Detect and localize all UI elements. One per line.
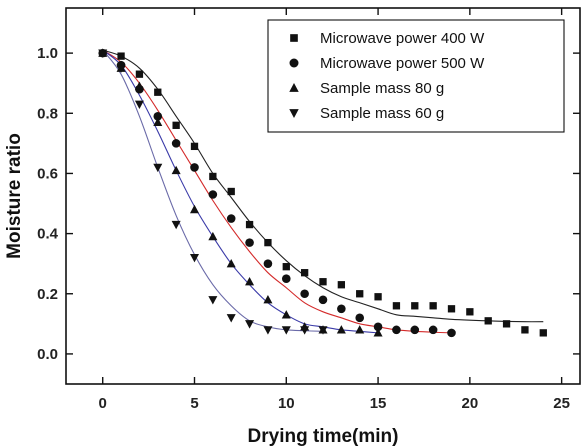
data-point-series-3 [208, 231, 218, 241]
legend-marker-series-3 [289, 83, 299, 92]
plot-frame [65, 7, 581, 385]
data-point-series-2 [226, 214, 236, 223]
data-point-series-2 [318, 295, 328, 305]
data-point-series-3 [245, 276, 255, 286]
data-point-series-1 [356, 290, 364, 298]
y-tick-label: 0.2 [37, 286, 58, 303]
data-point-series-2 [208, 190, 218, 199]
data-point-series-3 [134, 81, 144, 90]
data-point-series-1 [447, 305, 456, 313]
data-point-series-1 [484, 317, 492, 325]
legend-box [267, 19, 565, 133]
data-point-series-1 [429, 302, 437, 310]
data-point-series-3 [355, 325, 365, 334]
data-point-series-2 [171, 139, 181, 148]
data-point-series-2 [263, 259, 273, 268]
data-point-series-1 [374, 293, 382, 301]
data-point-series-1 [135, 70, 144, 78]
data-point-series-4 [98, 49, 108, 58]
data-point-series-1 [539, 329, 547, 337]
data-point-series-4 [116, 64, 126, 73]
data-point-series-1 [227, 187, 235, 196]
data-point-series-1 [172, 121, 180, 129]
data-point-series-1 [264, 238, 272, 247]
data-point-series-1 [502, 320, 511, 328]
data-point-series-4 [171, 220, 181, 230]
data-point-series-4 [153, 163, 163, 173]
data-point-series-4 [263, 326, 273, 335]
x-tick-label: 10 [278, 395, 295, 412]
data-point-series-1 [300, 269, 309, 277]
data-point-series-2 [428, 325, 438, 335]
legend-label-series-1: Microwave power 400 W [320, 30, 485, 47]
data-point-series-1 [466, 308, 474, 316]
y-tick-label: 0.4 [37, 226, 59, 243]
legend-label-series-3: Sample mass 80 g [320, 80, 444, 97]
data-point-series-2 [373, 322, 383, 332]
data-point-series-3 [373, 328, 383, 337]
x-axis-title: Drying time(min) [248, 426, 399, 447]
data-point-series-1 [245, 220, 254, 229]
data-points [98, 48, 547, 338]
data-point-series-4 [300, 326, 310, 335]
data-point-series-1 [337, 281, 346, 289]
axis-ticks: 0 5 10 15 20 25 0.0 0.2 0.4 0.6 0.8 1.0 [37, 8, 580, 412]
data-point-series-2 [190, 163, 199, 172]
data-point-series-1 [209, 172, 217, 181]
data-point-series-1 [521, 326, 529, 334]
data-point-series-3 [263, 295, 273, 304]
data-point-series-2 [447, 328, 456, 338]
data-point-series-1 [392, 302, 401, 310]
x-tick-label: 20 [462, 395, 479, 412]
data-point-series-2 [245, 238, 254, 247]
data-point-series-4 [134, 100, 144, 109]
data-point-series-4 [189, 254, 200, 263]
data-point-series-4 [245, 320, 255, 329]
data-point-series-2 [281, 274, 291, 284]
data-point-series-2 [410, 325, 420, 335]
y-tick-label: 0.6 [37, 165, 58, 182]
fit-curve-series-1 [102, 49, 544, 323]
legend-label-series-2: Microwave power 500 W [320, 55, 485, 72]
legend-marker-series-2 [289, 58, 299, 68]
data-point-series-1 [117, 52, 125, 60]
data-point-series-2 [392, 325, 401, 335]
data-point-series-4 [208, 296, 218, 305]
y-tick-label: 1.0 [37, 45, 58, 62]
data-point-series-3 [281, 310, 291, 319]
data-point-series-1 [190, 142, 199, 151]
fit-curve-series-3 [102, 49, 379, 334]
y-tick-label: 0.8 [37, 105, 58, 122]
data-point-series-1 [154, 88, 162, 96]
data-point-series-2 [337, 304, 346, 314]
plot-area-border [65, 7, 581, 385]
data-point-series-4 [281, 326, 291, 335]
data-point-series-3 [153, 117, 163, 126]
x-tick-label: 0 [99, 395, 107, 412]
data-point-series-1 [411, 302, 419, 310]
legend-label-series-4: Sample mass 60 g [320, 105, 444, 122]
legend-marker-series-4 [289, 109, 299, 118]
legend-marker-series-1 [290, 34, 298, 42]
data-point-series-3 [226, 258, 236, 268]
data-point-series-2 [300, 289, 309, 299]
data-point-series-2 [153, 111, 163, 121]
data-point-series-1 [319, 278, 327, 286]
data-point-series-4 [226, 314, 236, 323]
y-tick-label: 0.0 [37, 346, 58, 363]
data-point-series-3 [336, 325, 346, 334]
legend: Microwave power 400 W Microwave power 500… [267, 19, 565, 133]
data-point-series-3 [189, 204, 200, 214]
x-tick-label: 25 [553, 395, 570, 412]
data-point-series-3 [171, 165, 181, 175]
data-point-series-2 [355, 313, 365, 323]
data-point-series-1 [282, 263, 290, 271]
x-tick-label: 5 [190, 395, 198, 412]
y-axis-title: Moisture ratio [4, 133, 25, 259]
x-tick-label: 15 [370, 395, 387, 412]
data-point-series-4 [318, 326, 328, 335]
